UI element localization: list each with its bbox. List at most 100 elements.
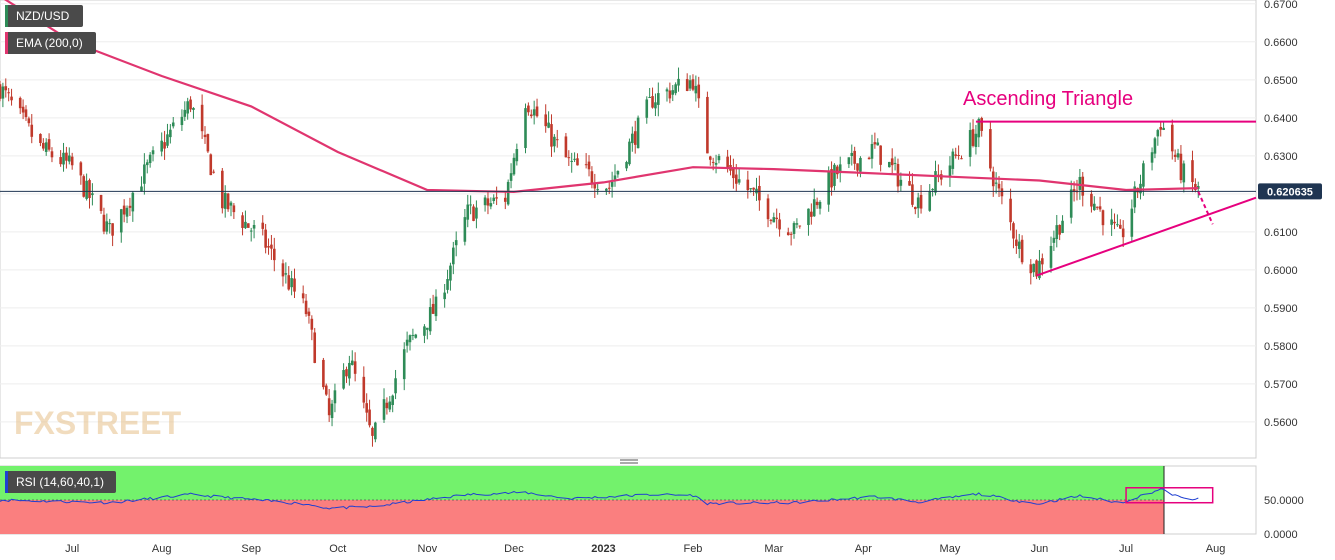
candle-body <box>677 78 680 86</box>
candle-body <box>122 205 126 215</box>
candle-body <box>1110 219 1113 225</box>
candle-body <box>388 401 392 410</box>
candle-body <box>1049 245 1053 268</box>
time-tick-label: Jul <box>1119 543 1133 555</box>
candle-body <box>203 134 207 138</box>
candle-body <box>916 197 920 209</box>
candle-body <box>140 186 143 192</box>
rsi-upper-zone <box>0 466 1164 500</box>
candle-body <box>879 145 882 165</box>
candle-body <box>59 157 62 165</box>
candle-body <box>688 80 692 89</box>
candle-body <box>42 142 45 149</box>
ema-legend[interactable]: EMA (200,0) <box>5 32 96 54</box>
candle-body <box>1118 224 1122 229</box>
candle-body <box>544 114 548 127</box>
candle-body <box>1170 124 1174 152</box>
candle-body <box>1029 264 1033 274</box>
candle-body <box>648 97 651 99</box>
candle-body <box>1159 126 1163 130</box>
candle-body <box>169 129 172 138</box>
candle-body <box>931 189 934 191</box>
candle-body <box>668 90 672 99</box>
candle-body <box>486 198 490 206</box>
candle-body <box>244 221 247 229</box>
candle-body <box>189 99 192 110</box>
candle-body <box>547 122 550 128</box>
candle-body <box>833 164 836 186</box>
candle-body <box>584 164 588 166</box>
candle-body <box>1156 130 1160 137</box>
candle-body <box>423 326 426 336</box>
candle-body <box>405 339 409 346</box>
candle-body <box>934 171 937 193</box>
candle-body <box>408 335 412 343</box>
rsi-legend[interactable]: RSI (14,60,40,1) <box>5 471 116 493</box>
candle-body <box>88 180 91 199</box>
candle-body <box>706 96 709 154</box>
candle-body <box>85 180 88 199</box>
candle-body <box>527 105 530 113</box>
symbol-legend[interactable]: NZD/USD <box>5 5 83 27</box>
price-plot-frame <box>0 0 1257 459</box>
panel-resize-handle[interactable] <box>620 459 638 464</box>
price-tick-label: 0.5600 <box>1264 417 1298 429</box>
candle-body <box>818 201 822 209</box>
current-price-badge: 0.620635 <box>1258 183 1322 200</box>
symbol-legend-bg <box>5 5 83 27</box>
candle-body <box>489 203 493 207</box>
candle-body <box>128 205 132 208</box>
price-tick-label: 0.6000 <box>1264 265 1298 277</box>
candle-body <box>590 171 594 184</box>
rsi-tick-label: 50.0000 <box>1264 495 1304 507</box>
candle-body <box>957 155 960 157</box>
price-axis: 0.56000.57000.58000.59000.60000.61000.62… <box>1264 0 1298 429</box>
candle-body <box>322 359 325 388</box>
candle-body <box>593 182 597 189</box>
candle-body <box>997 183 1001 189</box>
candle-body <box>426 327 429 330</box>
rsi-legend-bg <box>5 471 116 493</box>
candle-body <box>1020 239 1024 263</box>
candle-body <box>270 244 273 249</box>
candle-body <box>1009 198 1012 223</box>
candle-body <box>657 93 660 105</box>
candle-body <box>1176 153 1180 158</box>
candle-body <box>838 164 842 174</box>
candle-body <box>1058 224 1061 235</box>
candle-body <box>151 150 155 155</box>
candle-body <box>365 403 368 413</box>
candle-body <box>631 133 634 144</box>
candle-body <box>1035 260 1038 277</box>
candle-body <box>145 162 149 166</box>
price-tick-label: 0.6300 <box>1264 151 1298 163</box>
candle-body <box>27 118 31 124</box>
candle-body <box>160 140 163 152</box>
candle-body <box>1098 206 1102 210</box>
candle-body <box>232 205 236 213</box>
candle-body <box>651 96 654 108</box>
candle-body <box>758 185 761 201</box>
candle-body <box>209 154 213 176</box>
candle-body <box>247 223 250 228</box>
time-tick-label: Apr <box>855 543 872 555</box>
candle-body <box>564 136 568 158</box>
candle-body <box>778 219 781 230</box>
price-tick-label: 0.5900 <box>1264 303 1298 315</box>
candle-body <box>466 204 470 220</box>
candle-body <box>974 133 978 147</box>
candle-body <box>714 162 718 165</box>
time-tick-label: Nov <box>418 543 438 555</box>
candle-body <box>587 161 591 170</box>
candle-body <box>636 117 640 149</box>
candle-body <box>775 217 778 219</box>
candle-body <box>212 171 215 173</box>
candle-body <box>734 174 738 184</box>
candle-body <box>1000 188 1004 197</box>
candle-body <box>287 275 291 290</box>
candle-body <box>324 385 328 395</box>
candle-body <box>449 265 452 281</box>
candle-body <box>431 303 435 314</box>
candle-body <box>980 118 984 131</box>
